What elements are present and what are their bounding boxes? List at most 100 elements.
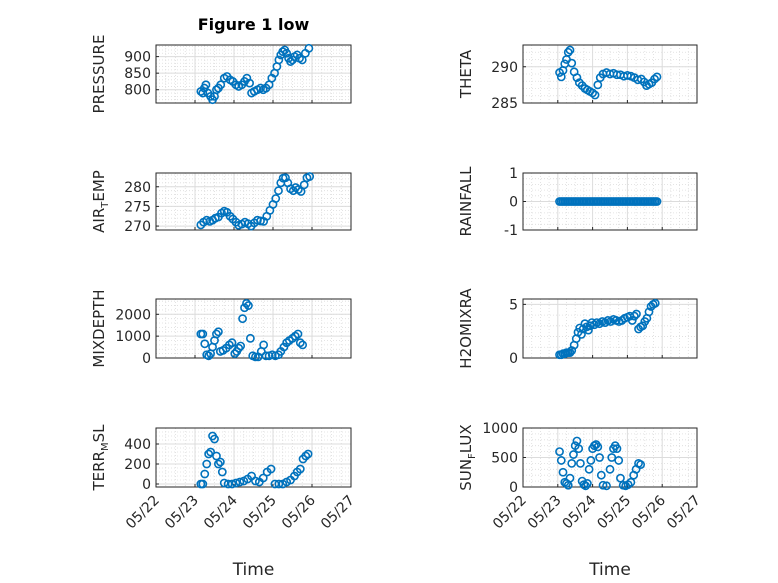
panel-7-data-point [303,449,313,459]
panel-6-data-point [650,298,660,308]
panel-7-data-point [213,459,223,469]
panel-5-data-point [227,338,237,348]
panel-8-data-point [614,456,624,465]
panel-8-data-point [636,460,646,469]
panel-1-frame [155,44,352,104]
panel-1-data-point [282,48,292,58]
panel-7-data-point [266,464,276,474]
panel-7-data-point [231,478,241,488]
panel-5-data-point [238,314,247,324]
panel-5-data-point [244,301,253,310]
panel-4-ytick-label: 0 [509,195,518,211]
panel-6-data-point [565,348,575,358]
panel-6-data-point [589,320,599,330]
panel-2-data-point [563,47,573,57]
panel-3-ytick-label: 275 [124,199,151,215]
panel-7-xlabel: Time [232,560,275,580]
panel-8-data-point [593,442,603,452]
panel-7-ytick-label: 0 [142,477,151,493]
panel-7-ytick-label: 400 [124,437,151,453]
panel-7-data-point [217,467,227,477]
panel-2-data-point [590,90,600,100]
panel-7-data-point [235,477,245,487]
panel-5-frame [155,298,352,359]
panel-2-data-point [572,73,582,83]
panel-8-data-point [586,456,596,465]
panel-7-data-point [227,479,237,489]
figure-title: Figure 1 low [198,15,310,34]
panel-8-data-point [616,473,625,483]
panel-2-data-point [652,72,662,82]
panel-6-ylabel: H2OMIXRA [457,288,475,369]
panel-6-ytick-label: 0 [509,351,518,367]
panel-8-data-point [612,444,622,454]
panel-1-ylabel: PRESSURE [90,35,108,114]
panel-5-data-point [298,340,308,350]
panel-8-data-point [605,464,615,474]
panel-7-data-point [212,451,221,461]
panel-5-ytick-label: 2000 [115,307,151,323]
panel-5-data-point [251,352,260,362]
panel-8-data-point [596,470,606,480]
panel-6-data-point [632,309,641,319]
panel-4-ylabel: RAINFALL [457,166,475,237]
panel-8-data-point [576,458,585,468]
panel-6-data-point [627,316,637,325]
panel-6-plot-area [523,299,697,358]
panel-7-data-point [301,451,311,461]
panel-8-data-point [574,444,584,454]
panel-1-data-point [198,88,208,98]
panel-3-data-point [281,173,290,183]
panel-3-ytick-label: 270 [124,219,151,235]
panel-7-frame [155,427,352,488]
panel-5-data-point [236,341,246,351]
panel-7-xtick-label: 05/26 [279,492,319,532]
panel-8-data-point [569,450,578,459]
panel-4-ytick-label: 1 [509,166,518,182]
panel-5-data-point [200,339,210,349]
panel-6-data-point [629,311,639,321]
panel-7-data-point [295,464,305,474]
panel-6-ytick-label: 5 [509,297,518,313]
panel-5-data-point [279,342,289,352]
panel-5-ylabel: MIXDEPTH [90,289,108,367]
panel-6-data-point [577,329,586,339]
panel-5-ytick-label: 1000 [115,329,151,345]
panel-2-data-point [565,45,575,55]
panel-1-data-point [304,43,314,53]
panel-5-data-point [212,329,221,339]
panel-5-data-point [234,343,244,353]
panel-7-xtick-label: 05/24 [201,492,241,532]
panel-1-data-point [216,80,226,90]
panel-2-data-point [588,88,597,98]
panel-6-data-point [638,321,648,331]
panel-3-data-point [305,172,315,181]
panel-1-data-point [212,85,221,95]
panel-7-data-point [215,457,225,467]
panel-2-data-point [567,58,577,68]
panel-1-data-point [245,78,254,88]
panel-7-xtick-label: 05/27 [318,493,358,533]
panel-8-data-point [572,436,582,446]
panel-2-frame [522,44,698,104]
panel-3-data-point [256,216,265,226]
panel-8-data-point [582,479,592,488]
panel-3-data-point [274,186,283,196]
panel-5-data-point [293,329,303,339]
panel-8-data-point [607,453,617,462]
panel-2-ytick-label: 285 [491,96,518,112]
panel-8-xtick-label: 05/26 [629,492,669,532]
panel-7-data-point [202,459,212,469]
panel-7-xtick-label: 05/22 [123,493,163,533]
panel-3-data-point [299,180,309,190]
panel-8-data-point [602,481,611,491]
panel-8-xlabel: Time [588,560,631,580]
panel-1-ytick-label: 800 [124,83,151,99]
panel-3-ytick-label: 280 [124,180,151,196]
panel-8-data-point [555,447,564,456]
panel-5-data-point [259,340,269,350]
panel-7-data-point [198,479,208,489]
panel-7-data-point [204,449,214,459]
